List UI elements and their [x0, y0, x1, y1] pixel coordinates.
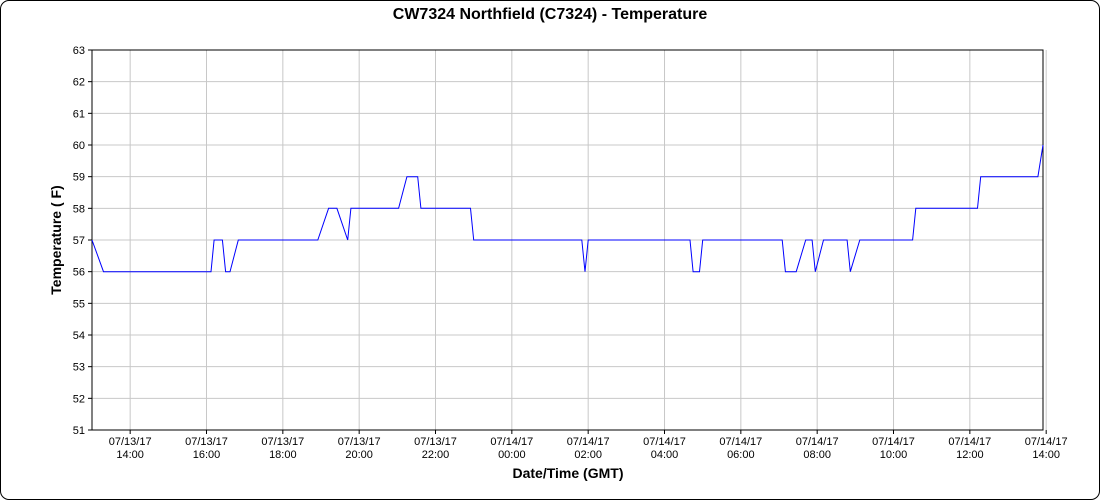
x-tick-label-time: 04:00 [651, 449, 679, 461]
x-tick-label-date: 07/13/17 [338, 436, 381, 448]
x-tick-label-date: 07/14/17 [1025, 436, 1068, 448]
x-tick-label-date: 07/13/17 [261, 436, 304, 448]
x-tick-label-time: 14:00 [116, 449, 144, 461]
y-axis: 51 52 53 54 55 56 57 58 59 60 61 62 63 [73, 45, 92, 437]
x-tick-label-time: 18:00 [269, 449, 297, 461]
x-axis: 07/13/1714:0007/13/1716:0007/13/1718:000… [109, 430, 1068, 461]
x-tick-label-date: 07/14/17 [643, 436, 686, 448]
x-tick-label-date: 07/14/17 [948, 436, 991, 448]
x-axis-title: Date/Time (GMT) [513, 465, 624, 481]
y-tick-label: 63 [73, 45, 85, 57]
y-tick-label: 54 [73, 330, 85, 342]
x-tick-label-date: 07/14/17 [872, 436, 915, 448]
x-tick-label-time: 00:00 [498, 449, 526, 461]
x-tick-label-date: 07/14/17 [490, 436, 533, 448]
y-tick-label: 56 [73, 267, 85, 279]
series-line [91, 144, 1044, 273]
x-tick-label-time: 16:00 [193, 449, 221, 461]
x-tick-label-time: 08:00 [803, 449, 831, 461]
y-tick-label: 59 [73, 172, 85, 184]
y-tick-label: 55 [73, 298, 85, 310]
y-tick-label: 57 [73, 235, 85, 247]
x-tick-label-time: 12:00 [956, 449, 984, 461]
y-axis-title: Temperature ( F) [48, 185, 64, 294]
y-tick-label: 60 [73, 140, 85, 152]
x-tick-label-time: 14:00 [1032, 449, 1060, 461]
series-layer [91, 144, 1044, 273]
x-tick-label-date: 07/13/17 [414, 436, 457, 448]
x-tick-label-date: 07/14/17 [567, 436, 610, 448]
y-tick-label: 53 [73, 362, 85, 374]
y-tick-label: 61 [73, 108, 85, 120]
x-tick-label-time: 02:00 [574, 449, 602, 461]
x-tick-label-time: 22:00 [422, 449, 450, 461]
y-tick-label: 52 [73, 393, 85, 405]
y-tick-label: 62 [73, 77, 85, 89]
x-tick-label-time: 20:00 [345, 449, 373, 461]
x-tick-label-time: 06:00 [727, 449, 755, 461]
x-tick-label-date: 07/14/17 [796, 436, 839, 448]
x-tick-label-date: 07/14/17 [719, 436, 762, 448]
x-tick-label-date: 07/13/17 [109, 436, 152, 448]
x-tick-label-time: 10:00 [880, 449, 908, 461]
x-tick-label-date: 07/13/17 [185, 436, 228, 448]
y-tick-label: 51 [73, 425, 85, 437]
chart-title: CW7324 Northfield (C7324) - Temperature [393, 6, 708, 23]
y-tick-label: 58 [73, 203, 85, 215]
